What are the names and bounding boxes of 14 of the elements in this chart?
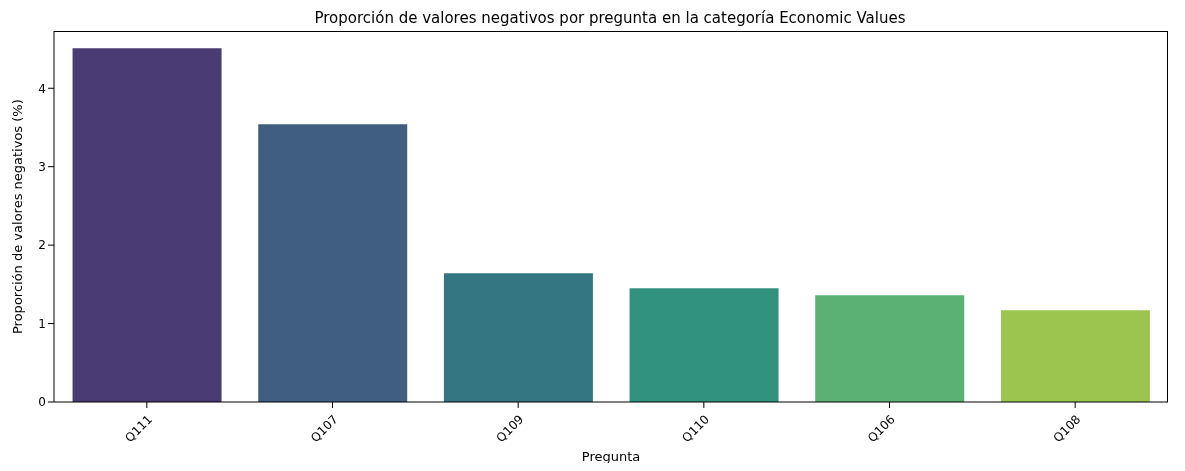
bar [629,288,779,402]
y-tick-label: 0 [38,395,46,410]
y-tick-label: 3 [38,159,46,174]
x-axis-title: Pregunta [581,449,641,464]
chart-title: Proporción de valores negativos por pregunta en la categoría Economic Values [313,8,907,28]
bar [815,295,965,402]
y-tick-label: 1 [38,316,46,331]
y-tick-label: 4 [38,81,46,96]
bar [1000,310,1150,402]
y-tick-label: 2 [38,238,46,253]
y-axis-title: Proporción de valores negativos (%) [10,98,25,336]
bar [72,48,222,402]
bar [443,273,593,402]
bar [258,124,408,402]
